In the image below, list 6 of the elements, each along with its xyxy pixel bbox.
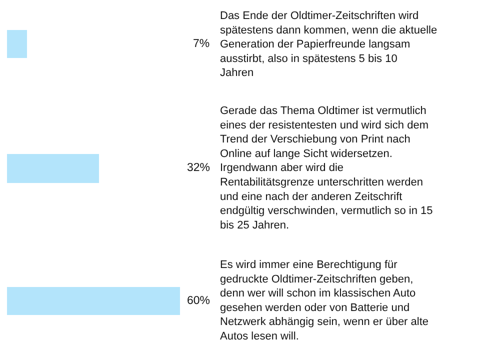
y-tick-label: Es wird immer eine Berechtigung für gedruckte Oldtimer-Zeitschriften geben, denn wer will schon im klassischen Auto gesehen werden oder von Batterie und Netzwerk abhängig sein, wenn er über alte Autos lesen will. <box>220 259 429 342</box>
category-label: Gerade das Thema Oldtimer ist vermutlich eines der resistentesten und wird sich dem Trend der Verschiebung von Print nach Online auf lange Sicht widersetzen. Irgendwann aber wird die Rentabilitätsgrenze unterschritten werden und eine nach der anderen Zeitschrift endgültig verschwinden, vermutlich so in 15 bis 25 Jahren. <box>220 105 433 232</box>
data-label: 60% <box>187 295 210 307</box>
y-tick-label: Das Ende der Oldtimer-Zeitschriften wird spätestens dann kommen, wenn die aktuelle Generation der Papierfreunde langsam ausstirbt, also in spätestens 5 bis 10 Jahren <box>220 10 438 80</box>
data-label: 7% <box>193 38 210 50</box>
data-label: 32% <box>187 162 210 174</box>
